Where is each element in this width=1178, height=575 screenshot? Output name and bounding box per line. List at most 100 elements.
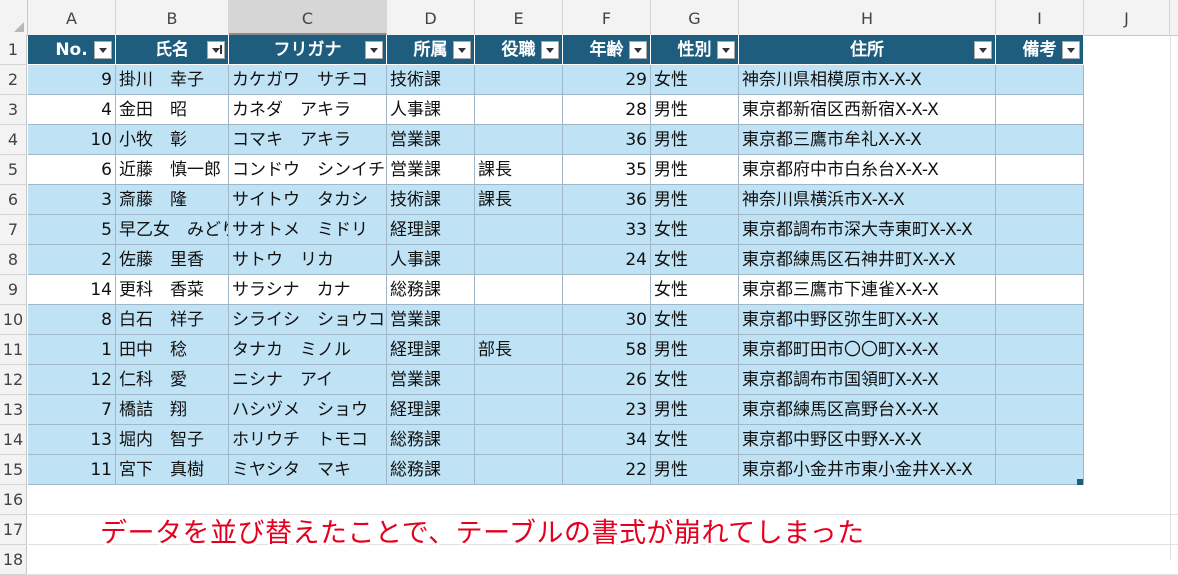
row-header-6[interactable]: 6 xyxy=(0,185,27,215)
cell-note[interactable] xyxy=(996,395,1084,425)
cell-dept[interactable]: 営業課 xyxy=(387,365,475,395)
cell-note[interactable] xyxy=(996,275,1084,305)
header-cell[interactable]: 備考 xyxy=(996,35,1084,65)
row-header-16[interactable]: 16 xyxy=(0,485,27,515)
filter-dropdown-icon[interactable] xyxy=(365,41,383,59)
cell-no[interactable]: 7 xyxy=(28,395,116,425)
cell-title[interactable] xyxy=(475,305,563,335)
cell-sex[interactable]: 男性 xyxy=(651,155,739,185)
cell-sex[interactable]: 男性 xyxy=(651,185,739,215)
cell-sex[interactable]: 女性 xyxy=(651,425,739,455)
cell-addr[interactable]: 東京都中野区中野X-X-X xyxy=(739,425,996,455)
cell-addr[interactable]: 東京都新宿区西新宿X-X-X xyxy=(739,95,996,125)
header-cell[interactable]: 役職 xyxy=(475,35,563,65)
row-header-9[interactable]: 9 xyxy=(0,275,27,305)
cell-dept[interactable]: 営業課 xyxy=(387,155,475,185)
column-header-e[interactable]: E xyxy=(475,0,563,35)
cell-sex[interactable]: 男性 xyxy=(651,455,739,485)
cell-title[interactable] xyxy=(475,65,563,95)
cell-kana[interactable]: サオトメ ミドリ xyxy=(229,215,387,245)
cell-age[interactable]: 34 xyxy=(563,425,651,455)
cell-note[interactable] xyxy=(996,425,1084,455)
cell-note[interactable] xyxy=(996,185,1084,215)
cell-addr[interactable]: 東京都練馬区石神井町X-X-X xyxy=(739,245,996,275)
cell-title[interactable] xyxy=(475,245,563,275)
cell-name[interactable]: 斎藤 隆 xyxy=(116,185,229,215)
cell-note[interactable] xyxy=(996,215,1084,245)
filter-dropdown-icon[interactable] xyxy=(453,41,471,59)
cell-note[interactable] xyxy=(996,335,1084,365)
row-header-10[interactable]: 10 xyxy=(0,305,27,335)
cell-age[interactable]: 33 xyxy=(563,215,651,245)
cell-sex[interactable]: 女性 xyxy=(651,305,739,335)
filter-dropdown-icon[interactable] xyxy=(974,41,992,59)
cell-title[interactable]: 課長 xyxy=(475,185,563,215)
column-header-i[interactable]: I xyxy=(996,0,1084,35)
cell-note[interactable] xyxy=(996,305,1084,335)
cell-addr[interactable]: 東京都三鷹市下連雀X-X-X xyxy=(739,275,996,305)
header-cell[interactable]: 住所 xyxy=(739,35,996,65)
cell-addr[interactable]: 神奈川県横浜市X-X-X xyxy=(739,185,996,215)
cell-addr[interactable]: 東京都調布市国領町X-X-X xyxy=(739,365,996,395)
cell-addr[interactable]: 東京都中野区弥生町X-X-X xyxy=(739,305,996,335)
header-cell[interactable]: 所属 xyxy=(387,35,475,65)
cell-dept[interactable]: 技術課 xyxy=(387,185,475,215)
cell-age[interactable]: 36 xyxy=(563,185,651,215)
column-header-f[interactable]: F xyxy=(563,0,651,35)
cell-title[interactable] xyxy=(475,275,563,305)
cell-addr[interactable]: 東京都小金井市東小金井X-X-X xyxy=(739,455,996,485)
cell-no[interactable]: 4 xyxy=(28,95,116,125)
cell-sex[interactable]: 男性 xyxy=(651,125,739,155)
cell-title[interactable]: 課長 xyxy=(475,155,563,185)
row-header-18[interactable]: 18 xyxy=(0,545,27,575)
header-cell[interactable]: 性別 xyxy=(651,35,739,65)
cell-kana[interactable]: サラシナ カナ xyxy=(229,275,387,305)
cell-title[interactable] xyxy=(475,395,563,425)
cell-no[interactable]: 13 xyxy=(28,425,116,455)
cell-note[interactable] xyxy=(996,65,1084,95)
cell-no[interactable]: 2 xyxy=(28,245,116,275)
filter-dropdown-icon[interactable] xyxy=(541,41,559,59)
cell-dept[interactable]: 総務課 xyxy=(387,425,475,455)
cell-kana[interactable]: ニシナ アイ xyxy=(229,365,387,395)
cell-addr[interactable]: 東京都三鷹市牟礼X-X-X xyxy=(739,125,996,155)
filter-dropdown-icon[interactable] xyxy=(629,41,647,59)
cell-addr[interactable]: 神奈川県相模原市X-X-X xyxy=(739,65,996,95)
cell-no[interactable]: 8 xyxy=(28,305,116,335)
cell-age[interactable]: 23 xyxy=(563,395,651,425)
cell-name[interactable]: 更科 香菜 xyxy=(116,275,229,305)
cell-kana[interactable]: ミヤシタ マキ xyxy=(229,455,387,485)
cell-note[interactable] xyxy=(996,455,1084,485)
cell-dept[interactable]: 経理課 xyxy=(387,335,475,365)
cell-name[interactable]: 金田 昭 xyxy=(116,95,229,125)
filter-dropdown-icon[interactable] xyxy=(94,41,112,59)
cell-dept[interactable]: 総務課 xyxy=(387,275,475,305)
cell-title[interactable]: 部長 xyxy=(475,335,563,365)
cell-dept[interactable]: 技術課 xyxy=(387,65,475,95)
cell-sex[interactable]: 女性 xyxy=(651,215,739,245)
filter-dropdown-icon[interactable] xyxy=(717,41,735,59)
cell-kana[interactable]: カケガワ サチコ xyxy=(229,65,387,95)
cell-age[interactable] xyxy=(563,275,651,305)
cell-dept[interactable]: 営業課 xyxy=(387,305,475,335)
row-header-14[interactable]: 14 xyxy=(0,425,27,455)
row-header-8[interactable]: 8 xyxy=(0,245,27,275)
cell-dept[interactable]: 人事課 xyxy=(387,95,475,125)
cell-kana[interactable]: サトウ リカ xyxy=(229,245,387,275)
header-cell[interactable]: 氏名 xyxy=(116,35,229,65)
cell-dept[interactable]: 総務課 xyxy=(387,455,475,485)
column-header-g[interactable]: G xyxy=(651,0,739,35)
cell-sex[interactable]: 女性 xyxy=(651,65,739,95)
cell-name[interactable]: 小牧 彰 xyxy=(116,125,229,155)
row-header-5[interactable]: 5 xyxy=(0,155,27,185)
cell-no[interactable]: 10 xyxy=(28,125,116,155)
cell-note[interactable] xyxy=(996,245,1084,275)
select-all-corner[interactable] xyxy=(0,0,28,35)
cell-name[interactable]: 佐藤 里香 xyxy=(116,245,229,275)
row-header-13[interactable]: 13 xyxy=(0,395,27,425)
cell-no[interactable]: 6 xyxy=(28,155,116,185)
cell-name[interactable]: 宮下 真樹 xyxy=(116,455,229,485)
cell-sex[interactable]: 男性 xyxy=(651,95,739,125)
header-cell[interactable]: No. xyxy=(28,35,116,65)
row-header-1[interactable]: 1 xyxy=(0,35,27,65)
